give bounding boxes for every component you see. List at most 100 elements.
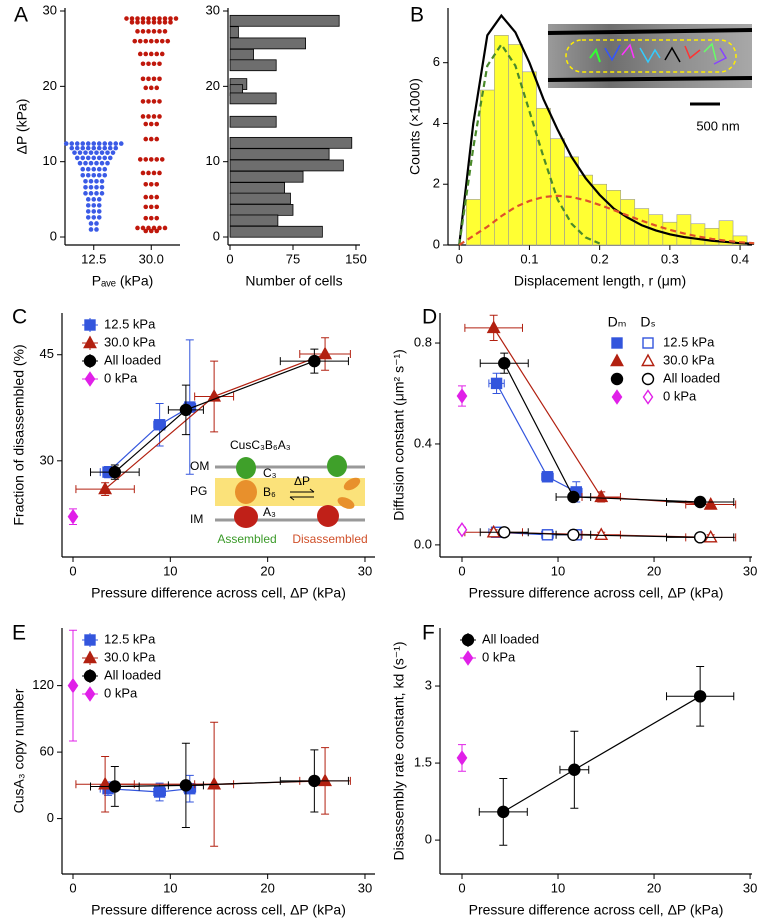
marker [83,335,97,349]
point [140,16,146,21]
point [146,225,151,231]
point [151,99,157,104]
point [113,141,119,146]
series-line [496,383,577,493]
point [69,145,75,151]
point [91,197,97,202]
subunit-label: B₆ [263,485,276,499]
x-tick-label: 0 [456,251,463,266]
point [148,194,154,200]
point [102,145,108,151]
marker [498,526,511,539]
point [94,227,99,232]
bar [229,115,277,128]
marker [83,650,97,664]
point [151,16,157,21]
c3 [327,455,347,477]
point [137,157,143,162]
x-tick-label: 0 [226,251,233,266]
point [143,194,149,200]
y-tick-label: 120 [32,677,54,692]
state-label: Assembled [217,532,276,546]
legend-label: 12.5 kPa [663,334,715,349]
y-tick-label: 0 [213,228,220,243]
point [154,228,160,234]
fit-curve [458,42,601,246]
y-tick-label: 2 [433,176,440,191]
point [107,155,113,161]
point [157,76,162,82]
x-tick-label: 75 [286,251,300,266]
point [165,38,171,44]
y-axis-label: Diffusion constant (μm² s⁻¹) [391,349,407,521]
point [151,76,157,82]
marker [486,524,501,538]
panel-label: D [422,306,437,329]
point [137,51,143,57]
y-tick-label: 45 [40,346,54,361]
b-fragment [343,477,361,491]
marker [610,372,624,386]
point [94,178,99,184]
y-tick-label: 3 [425,677,432,692]
point [96,155,102,161]
x-tick-label: 0 [69,880,76,895]
y-tick-label: 4 [433,115,440,130]
point [91,215,97,220]
point [157,225,162,231]
a3 [317,505,339,527]
point [151,114,157,119]
track [621,43,635,59]
point [88,184,94,190]
bar [229,26,239,38]
marker [693,495,707,509]
marker [207,776,222,790]
bar [508,44,523,246]
marker [84,371,96,387]
point [96,166,102,172]
x-tick-label: 20 [260,563,274,578]
x-tick-label: 0.4 [731,251,749,266]
point [154,181,160,187]
point [148,181,154,187]
marker [486,320,501,334]
bar [229,37,306,50]
point [80,155,86,161]
legend-header: Dₛ [640,314,655,330]
point [151,29,157,34]
point [88,191,94,196]
track [639,47,661,64]
legend-header: Dₘ [608,314,627,330]
point [135,16,140,21]
point [72,150,77,155]
point [140,99,146,104]
marker [83,669,97,683]
cell-edge [547,76,753,82]
inset-diagram: CusC₃B₆A₃ OM PG IM C₃ B₆ A₃ ΔP Assembled… [190,438,368,546]
point [154,85,160,91]
marker [456,522,468,538]
y-tick-label: 20 [43,78,57,93]
point [137,38,143,44]
point [140,29,146,34]
point [105,160,110,166]
x-axis-label: Pressure difference across cell, ΔP (kPa… [469,902,724,918]
bar [606,190,622,246]
point [88,221,94,226]
x-tick-label: 30.0 [139,251,164,266]
y-axis-label: ΔP (kPa) [14,99,30,155]
bar [229,192,291,205]
legend-label: 0 kPa [663,388,697,403]
point [140,61,146,67]
legend-label: All loaded [663,370,720,385]
point [143,38,149,44]
point [83,150,88,155]
legend-label: 30.0 kPa [663,352,715,367]
point [135,225,140,231]
point [99,150,105,155]
point [148,38,154,44]
marker [461,633,475,647]
point [85,197,91,202]
panel-label: A [14,4,28,27]
x-tick-label: 10 [551,563,565,578]
